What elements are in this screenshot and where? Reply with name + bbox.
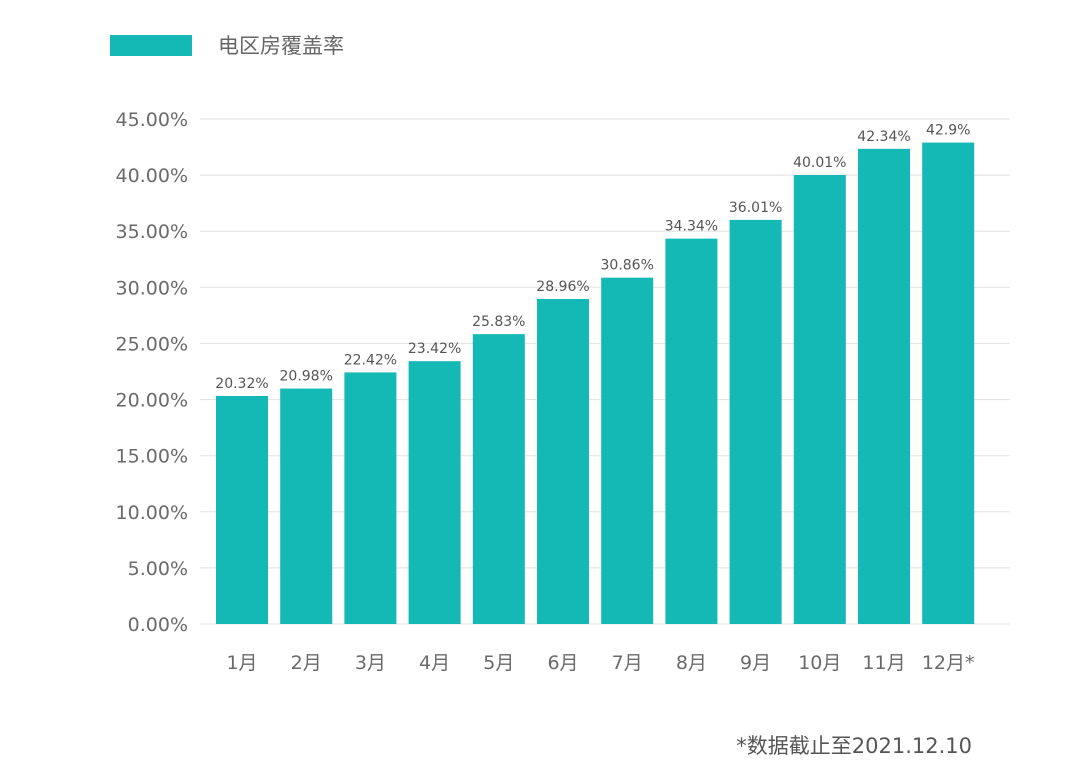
x-tick-label: 12月*: [922, 652, 975, 674]
data-label: 40.01%: [793, 155, 846, 171]
data-label: 20.98%: [280, 369, 333, 385]
y-tick-label: 25.00%: [116, 333, 188, 355]
bar: [472, 334, 525, 624]
data-label: 30.86%: [601, 258, 654, 274]
y-tick-label: 0.00%: [128, 614, 188, 636]
x-tick-label: 4月: [419, 652, 450, 674]
y-tick-label: 10.00%: [116, 502, 188, 524]
y-tick-label: 40.00%: [116, 165, 188, 187]
data-label: 28.96%: [536, 279, 589, 295]
legend: 电区房覆盖率: [110, 30, 344, 60]
x-tick-label: 9月: [740, 652, 771, 674]
x-tick-label: 2月: [291, 652, 322, 674]
x-tick-label: 11月: [862, 652, 905, 674]
y-tick-label: 20.00%: [116, 390, 188, 412]
data-label: 22.42%: [344, 352, 397, 368]
bar: [729, 219, 782, 625]
y-tick-label: 35.00%: [116, 221, 188, 243]
x-tick-label: 3月: [355, 652, 386, 674]
x-tick-label: 7月: [612, 652, 643, 674]
footnote: *数据截止至2021.12.10: [736, 734, 972, 758]
bar: [408, 361, 461, 624]
bar: [216, 395, 268, 624]
data-label: 23.42%: [408, 341, 461, 357]
x-tick-label: 8月: [676, 652, 707, 674]
y-tick-label: 5.00%: [128, 558, 188, 580]
data-label: 20.32%: [215, 376, 268, 392]
y-tick-label: 15.00%: [116, 446, 188, 468]
x-tick-label: 6月: [547, 652, 578, 674]
x-tick-label: 10月: [798, 652, 841, 674]
data-label: 42.34%: [857, 129, 910, 145]
data-label: 42.9%: [926, 123, 970, 139]
y-tick-label: 45.00%: [116, 109, 188, 131]
data-label: 36.01%: [729, 200, 782, 216]
bar: [537, 299, 589, 624]
bar: [793, 174, 846, 624]
bar: [922, 142, 975, 625]
y-tick-label: 30.00%: [116, 277, 188, 299]
x-tick-label: 5月: [483, 652, 514, 674]
data-label: 25.83%: [472, 314, 525, 330]
bar: [344, 372, 397, 624]
x-tick-label: 1月: [226, 652, 257, 674]
data-label: 34.34%: [665, 219, 718, 235]
legend-swatch: [110, 34, 192, 56]
bar: [601, 277, 654, 624]
bar: [280, 388, 333, 624]
bar: [858, 148, 910, 624]
legend-label: 电区房覆盖率: [218, 34, 344, 58]
bar: [665, 238, 718, 624]
